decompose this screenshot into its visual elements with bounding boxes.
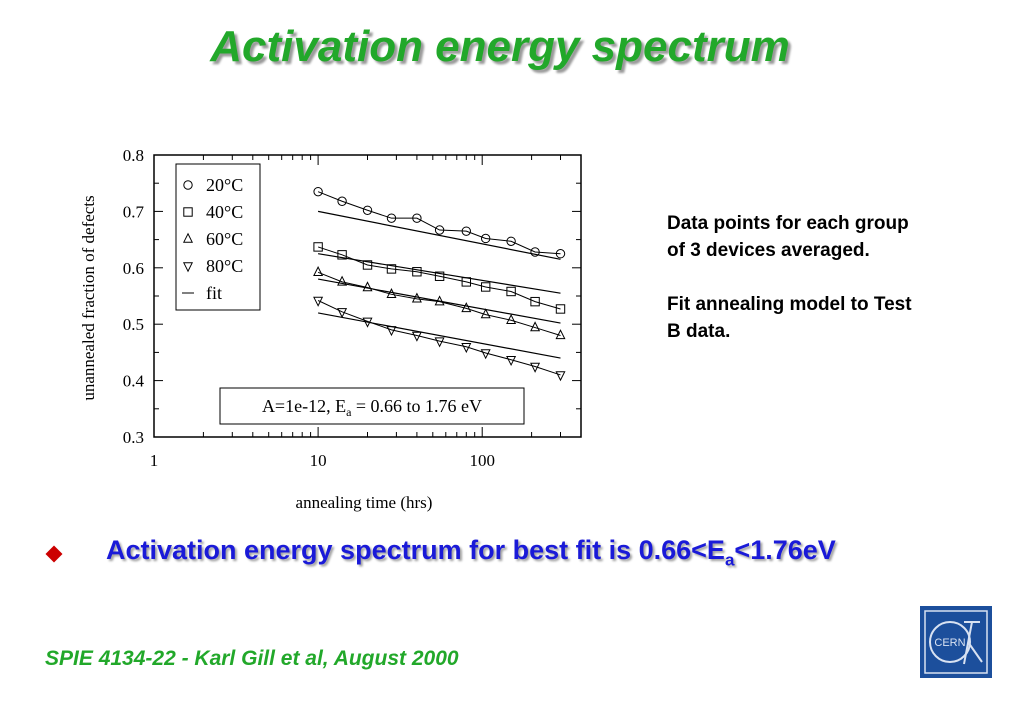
- data-point: [506, 236, 516, 246]
- data-point: [530, 296, 540, 307]
- data-point: [386, 326, 397, 337]
- side-note: Data points for each group of 3 devices …: [667, 213, 909, 261]
- data-point: [434, 337, 445, 348]
- legend-label: 40°C: [206, 202, 243, 222]
- x-axis-label: annealing time (hrs): [296, 493, 433, 512]
- data-line: [317, 191, 561, 255]
- side-notes: Data points for each group of 3 devices …: [667, 210, 927, 372]
- data-point: [555, 249, 566, 259]
- data-point: [506, 286, 516, 297]
- data-point: [461, 302, 472, 313]
- data-point: [480, 282, 491, 292]
- data-point: [555, 371, 566, 382]
- data-point: [313, 296, 324, 307]
- data-point: [434, 271, 445, 281]
- bullet-text: Activation energy spectrum for best fit …: [106, 535, 836, 570]
- data-line: [317, 300, 561, 376]
- data-point: [386, 213, 397, 223]
- y-tick-label: 0.8: [123, 146, 144, 165]
- data-point: [411, 292, 422, 303]
- data-point: [461, 343, 472, 354]
- legend: 20°C 40°C 60°C 80°C fit: [175, 163, 261, 311]
- data-point: [362, 317, 373, 328]
- data-point: [480, 349, 491, 360]
- bullet-diamond-icon: [45, 545, 63, 563]
- data-point: [411, 331, 422, 342]
- data-point: [337, 196, 347, 206]
- data-point: [337, 275, 348, 286]
- data-point: [337, 308, 348, 319]
- y-tick-label: 0.3: [123, 428, 144, 447]
- cern-logo-icon: CERN: [920, 606, 992, 678]
- fit-line: [317, 312, 561, 359]
- legend-label: 80°C: [206, 256, 243, 276]
- data-point: [362, 281, 373, 292]
- data-point: [530, 247, 540, 257]
- data-point: [386, 287, 397, 299]
- data-point: [313, 186, 323, 197]
- annotation-text: A=1e-12, Ea = 0.66 to 1.76 eV: [262, 396, 482, 419]
- data-point: [506, 313, 517, 324]
- data-point: [362, 205, 373, 215]
- data-point: [412, 213, 422, 223]
- y-tick-label: 0.6: [123, 259, 144, 278]
- x-tick-label: 10: [310, 451, 327, 470]
- legend-marker: [183, 180, 193, 190]
- legend-marker: [182, 262, 194, 273]
- x-tick-label: 1: [150, 451, 159, 470]
- x-tick-label: 100: [469, 451, 495, 470]
- data-point: [555, 329, 566, 340]
- fit-line: [318, 253, 561, 294]
- data-line: [317, 271, 561, 336]
- data-point: [555, 304, 566, 314]
- y-tick-label: 0.5: [123, 315, 144, 334]
- annotation-box: A=1e-12, Ea = 0.66 to 1.76 eV: [219, 387, 525, 425]
- data-point: [337, 250, 347, 260]
- data-point: [313, 265, 324, 277]
- data-point: [412, 267, 422, 277]
- data-line: [317, 246, 561, 310]
- data-point: [461, 226, 471, 236]
- footer-citation: SPIE 4134-22 - Karl Gill et al, August 2…: [45, 647, 459, 670]
- fit-line: [317, 278, 561, 324]
- y-axis-label: unannealed fraction of defects: [79, 195, 98, 400]
- legend-marker: [182, 232, 194, 243]
- side-note: Fit annealing model to Test B data.: [667, 294, 912, 342]
- data-point: [434, 225, 445, 235]
- data-point: [530, 362, 541, 373]
- legend-label: 60°C: [206, 229, 243, 249]
- legend-label: fit: [206, 283, 222, 303]
- data-point: [362, 260, 373, 270]
- data-point: [480, 233, 491, 244]
- data-point: [434, 295, 445, 306]
- legend-label: 20°C: [206, 175, 243, 195]
- data-point: [313, 242, 323, 252]
- annealing-chart: 0.3 0.4 0.5 0.6 0.7 0.8 1 10 100 20°C 40°C 60°C 80…: [79, 146, 582, 512]
- data-point: [480, 308, 491, 319]
- data-point: [461, 277, 471, 287]
- data-point: [506, 356, 517, 367]
- data-point: [386, 264, 397, 274]
- slide-title: Activation energy spectrum: [210, 22, 790, 71]
- logo-text: CERN: [934, 637, 965, 649]
- y-tick-label: 0.7: [123, 202, 145, 221]
- fit-line: [317, 210, 561, 260]
- legend-marker: [183, 207, 193, 217]
- data-point: [530, 321, 541, 332]
- y-tick-label: 0.4: [123, 372, 145, 391]
